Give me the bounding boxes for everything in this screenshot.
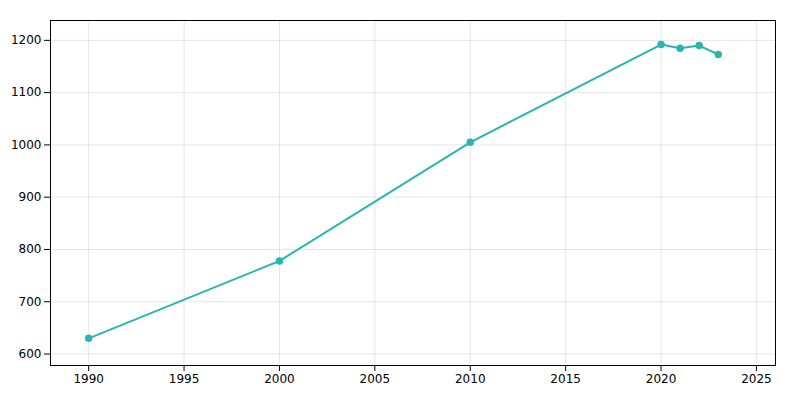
- svg-text:900: 900: [19, 190, 42, 204]
- svg-text:2020: 2020: [646, 372, 677, 386]
- svg-text:1990: 1990: [73, 372, 104, 386]
- svg-text:600: 600: [19, 347, 42, 361]
- svg-text:2005: 2005: [360, 372, 391, 386]
- svg-text:2000: 2000: [264, 372, 295, 386]
- svg-text:800: 800: [19, 242, 42, 256]
- svg-text:2010: 2010: [455, 372, 486, 386]
- svg-text:2015: 2015: [550, 372, 581, 386]
- svg-text:1200: 1200: [11, 33, 42, 47]
- svg-text:1100: 1100: [11, 85, 42, 99]
- svg-text:700: 700: [19, 295, 42, 309]
- svg-text:1000: 1000: [11, 138, 42, 152]
- svg-text:1995: 1995: [169, 372, 200, 386]
- svg-text:2025: 2025: [741, 372, 772, 386]
